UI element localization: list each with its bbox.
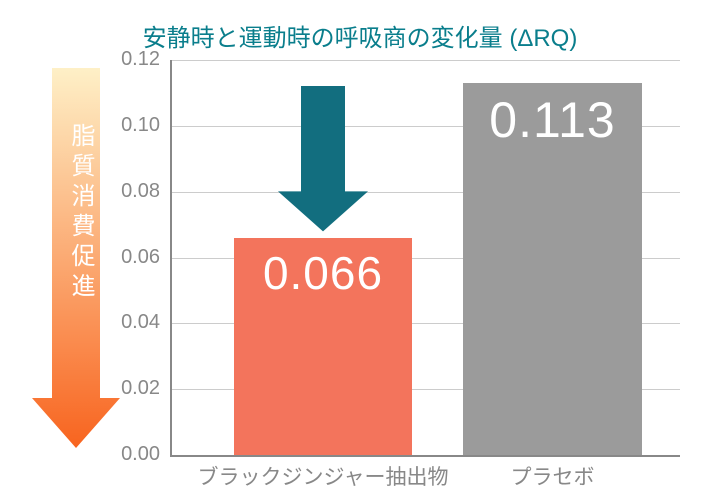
bar: 0.066 [234, 238, 413, 455]
y-axis [170, 60, 172, 455]
chart-plot-area: 0.066 0.113 [170, 60, 680, 455]
x-axis [170, 455, 680, 457]
y-tick-label: 0.02 [100, 377, 160, 400]
y-tick-label: 0.06 [100, 246, 160, 269]
y-tick-label: 0.12 [100, 48, 160, 71]
gridline [170, 60, 680, 61]
fat-consumption-label: 脂質消費促進 [63, 123, 98, 303]
y-tick-label: 0.10 [100, 114, 160, 137]
bar-value-label: 0.066 [234, 246, 413, 300]
emphasis-down-arrow-icon [278, 86, 368, 231]
y-tick-label: 0.00 [100, 443, 160, 466]
bar-value-label: 0.113 [463, 91, 642, 149]
x-category-label: ブラックジンジャー抽出物 [194, 461, 453, 491]
x-category-label: プラセボ [423, 461, 682, 491]
y-tick-label: 0.08 [100, 180, 160, 203]
bar: 0.113 [463, 83, 642, 455]
y-tick-label: 0.04 [100, 311, 160, 334]
